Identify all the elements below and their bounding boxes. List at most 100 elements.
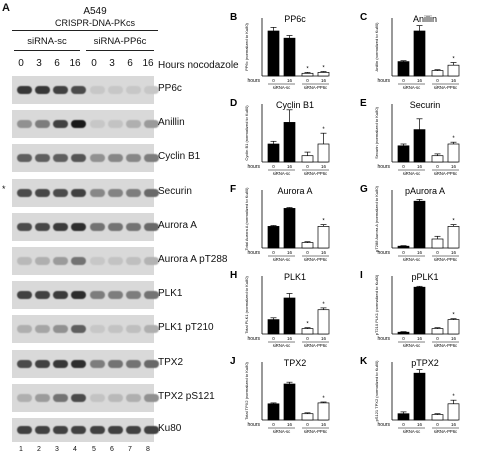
blot-band [126,394,141,402]
chart-title: Cyclin B1 [276,100,314,110]
lane-number-4: 4 [73,446,77,453]
blot-band [144,360,159,368]
blot-label: Ku80 [158,423,182,434]
blot-strip-plk1 [12,281,159,309]
bar [267,30,280,77]
chart-j: J TPX2 Total TPX2 (normalized to Ku80) 0 16 0… [230,356,330,434]
blot-label: PLK1 [158,288,183,299]
hours-axis-label: hours [377,422,390,428]
group-label: siRNA-sc [403,257,420,262]
blot-band [17,426,32,434]
blot-band [144,154,159,162]
blot-band [90,86,105,94]
bar [397,331,410,335]
hours-axis-label: hours [247,164,260,170]
bar [317,143,330,163]
blot-band [108,120,123,128]
blot-band [17,223,32,231]
blot-band [17,120,32,128]
x-tick-label: 0 [272,336,275,341]
hours-axis-label: hours [377,78,390,84]
bar [283,122,296,163]
bar [267,226,280,249]
bar [447,64,460,77]
x-tick-label: 0 [402,164,405,169]
chart-e: E Securin Securin (normalized to Ku80) 0 16 0… [360,98,460,176]
bar [397,413,410,421]
group-label: siRNA-sc [273,171,290,176]
bar [431,155,444,163]
x-tick-label: 16 [451,164,457,169]
blot-band [71,154,86,162]
lane-hour-3: 6 [54,58,60,69]
group-label: siRNA-PP6c [304,429,327,434]
hours-axis-label: hours [377,164,390,170]
bar [447,143,460,163]
blot-label: PP6c [158,83,182,94]
chart-ylabel: Securin (normalized to Ku80) [374,106,379,158]
bar [397,245,410,249]
lane-number-3: 3 [55,446,59,453]
chart-title: PLK1 [284,272,306,282]
blot-band [71,189,86,197]
chart-title: Anillin [413,14,437,24]
x-tick-label: 0 [272,164,275,169]
chart-ylabel: Total TPX2 (normalized to Ku80) [244,361,249,419]
hours-axis-label: hours [377,250,390,256]
blot-band [90,291,105,299]
lane-number-8: 8 [146,446,150,453]
bar [431,70,444,77]
blot-band [71,291,86,299]
blot-band [108,291,123,299]
hours-label: Hours nocodazole [158,60,239,71]
x-tick-label: 0 [306,78,309,83]
blot-band [126,325,141,333]
x-tick-label: 16 [417,336,423,341]
blot-band [90,223,105,231]
chart-ylabel: pT210 PLK1 (normalized to Ku80) [374,274,379,335]
hours-axis-label: hours [247,78,260,84]
chart-letter: G [360,184,368,195]
blot-band [144,426,159,434]
blot-band [108,394,123,402]
blot-band [108,426,123,434]
blot-band [126,360,141,368]
chart-title: Securin [410,100,441,110]
bar [431,414,444,421]
group-label-left: siRNA-sc [27,36,67,47]
chart-letter: H [230,270,237,281]
blot-band [35,86,50,94]
bar [447,403,460,421]
blot-strip-aurora-a-pt288 [12,247,159,275]
chart-letter: K [360,356,368,367]
x-tick-label: 16 [451,78,457,83]
x-tick-label: 0 [402,78,405,83]
chart-ylabel: Cyclin B1 (normalized to Ku80) [244,105,249,161]
x-tick-label: 0 [436,78,439,83]
blot-band [108,223,123,231]
bar [267,403,280,421]
panel-letter-a: A [2,2,10,14]
bar [413,30,426,77]
group-label: siRNA-sc [273,257,290,262]
bar [431,238,444,249]
blot-label: Anillin [158,117,185,128]
blot-label: Cyclin B1 [158,151,201,162]
chart-b: B PP6c PP6c (normalized to Ku80) 0 16 * 0 * 16 ho… [230,12,330,90]
x-tick-label: 0 [402,422,405,427]
blot-band [17,257,32,265]
blot-band [35,426,50,434]
bar [317,402,330,421]
blot-band [144,189,159,197]
blot-band [53,154,68,162]
lane-hour-2: 3 [36,58,42,69]
significance-mark: * [452,313,455,319]
bar [301,155,314,163]
bar [317,309,330,335]
blot-band [35,291,50,299]
blot-band [53,426,68,434]
blot-strip-plk1-pt210 [12,315,159,343]
blot-band [144,120,159,128]
bar [413,129,426,163]
